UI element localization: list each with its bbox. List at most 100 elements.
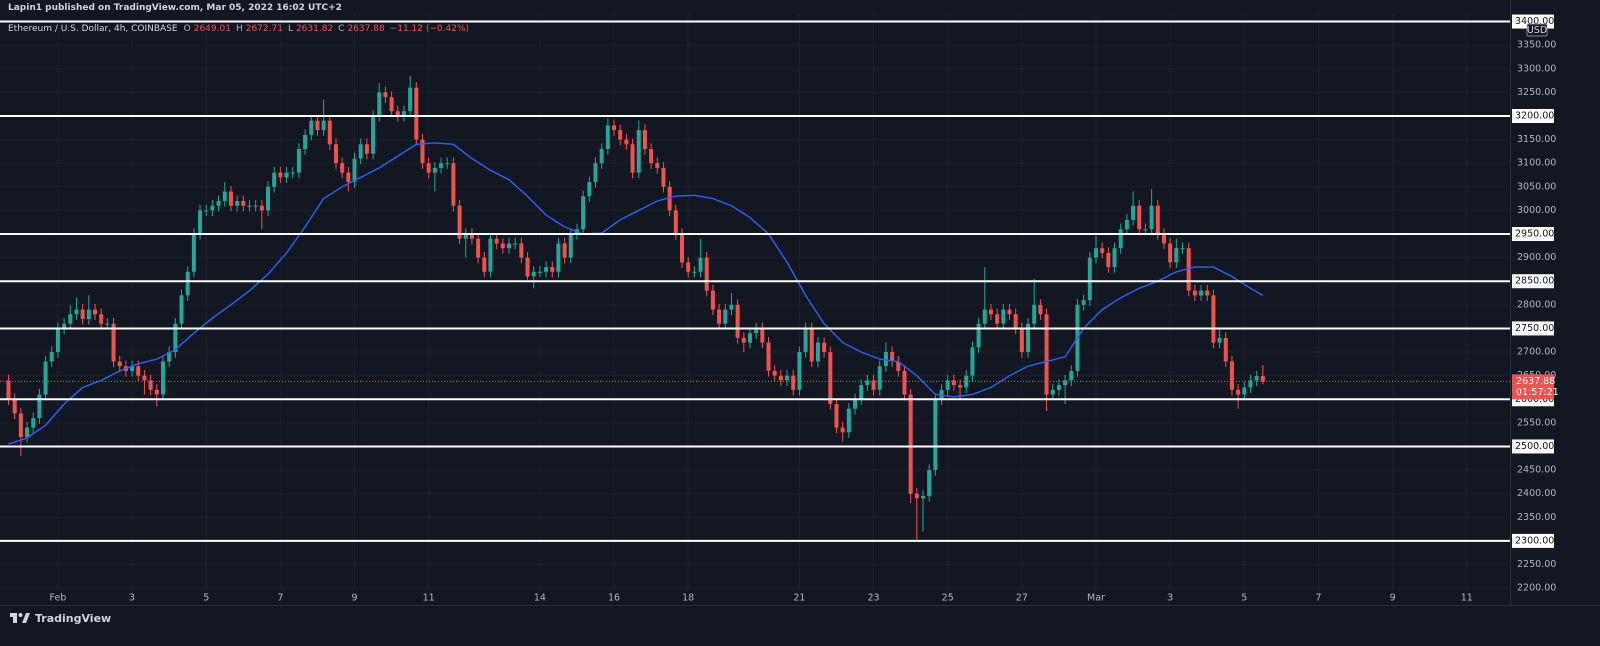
candle-body [951,380,956,386]
candle-body [469,234,474,239]
candle-body [1254,376,1259,381]
candle-body [439,163,444,168]
candle-body [908,394,913,494]
candle-body [1236,389,1241,395]
candle-body [377,92,382,116]
ohlc-key: H [235,24,243,34]
candle-body [655,163,660,168]
candle-body [593,163,598,183]
x-tick-label: 23 [868,593,880,604]
candle-body [803,328,808,353]
candle-body [624,139,629,145]
candle-body [1026,323,1031,353]
candle-body [55,328,60,353]
candle-body [179,295,184,324]
candle-body [1100,248,1105,253]
currency-box [1526,23,1548,37]
candle-body [457,205,462,239]
level-label-box [1512,533,1554,548]
candle-body [315,120,320,131]
x-tick-label: 3 [1167,593,1173,604]
candle-body [482,257,487,272]
candle-body [290,172,295,174]
y-tick-label: 2450.00 [1517,465,1556,476]
candle-body [142,375,147,381]
candle-body [822,342,827,353]
candle-body [1013,314,1018,329]
candle-body [698,257,703,272]
candle-body [1205,290,1210,296]
candle-body [235,200,240,206]
candle-body [772,370,777,376]
candle-body [408,87,413,112]
ohlc-value: 2672.71 [245,24,283,34]
candle-body [346,172,351,183]
candle-body [828,352,833,404]
candle-body [49,352,54,362]
price-tag-value: 2637.88 [1516,376,1555,387]
candle-body [1137,205,1142,230]
candle-body [389,97,394,112]
x-tick-label: 9 [1390,593,1396,604]
x-tick-label: 14 [534,593,546,604]
x-tick-label: 7 [1315,593,1321,604]
y-tick-label: 3050.00 [1517,181,1556,192]
candle-body [303,134,308,150]
candle-body [741,337,746,343]
y-tick-label: 3350.00 [1517,40,1556,51]
candle-body [68,314,73,324]
candle-body [834,403,839,428]
candle-body [661,167,666,187]
candle-body [865,380,870,386]
candle-body [321,120,326,131]
candle-body [500,243,505,249]
candle-body [896,361,901,371]
price-tag [1512,374,1554,400]
candle-body [204,210,209,212]
candle-body [680,234,685,263]
y-tick-label: 2900.00 [1517,252,1556,263]
candle-body [692,271,697,273]
plot-area [0,75,1510,541]
candle-body [735,304,740,338]
currency: USD [1527,25,1547,36]
candle-body [296,149,301,173]
candle-body [562,243,567,258]
price-tag-countdown: 01:57:21 [1516,387,1559,398]
candle-body [160,361,165,395]
candle-body [74,309,79,315]
candle-body [815,342,820,362]
candle-body [1192,290,1197,296]
candle-body [340,163,345,173]
candle-body [927,470,932,497]
level-label: 2300.00 [1515,535,1554,546]
candle-body [1168,243,1173,263]
candle-body [445,163,450,165]
candle-body [1007,309,1012,315]
candle-body [976,323,981,348]
y-tick-label: 2350.00 [1517,512,1556,523]
y-tick-label: 3300.00 [1517,63,1556,74]
candle-body [327,120,332,145]
candle-body [1180,248,1185,250]
x-tick-label: 18 [682,593,694,604]
candle-body [871,380,876,390]
candle-body [1223,337,1228,362]
y-tick-label: 2700.00 [1517,347,1556,358]
candle-body [1248,380,1253,388]
candle-body [556,243,561,272]
candle-body [1063,380,1068,386]
candle-body [222,191,227,201]
candle-body [364,144,369,154]
candle-body [797,352,802,390]
footer[interactable]: TradingView [10,611,111,625]
brand-logo [10,613,30,623]
level-label: 2950.00 [1515,229,1554,240]
candle-body [148,380,153,390]
x-tick-label: 7 [277,593,283,604]
candle-body [809,328,814,362]
candle-body [494,238,499,244]
candle-body [154,389,159,395]
candle-body [945,380,950,390]
